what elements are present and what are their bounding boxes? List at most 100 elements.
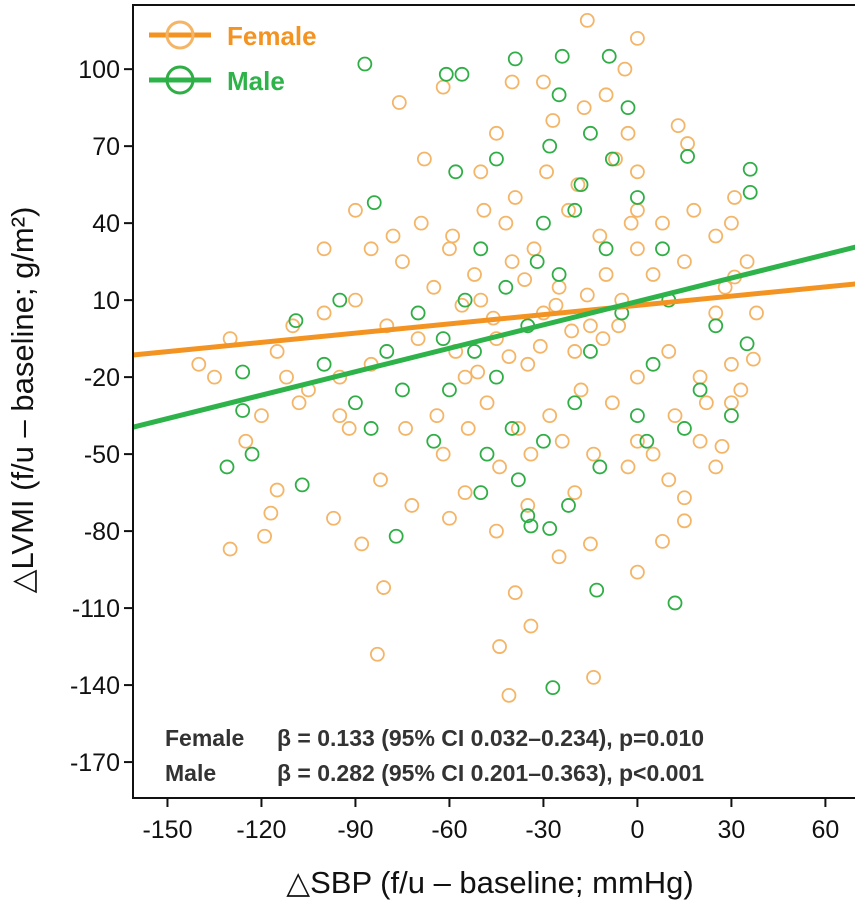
point-male — [630, 408, 645, 424]
point-male — [235, 364, 251, 380]
point-female — [369, 646, 385, 662]
point-female — [570, 177, 586, 193]
point-female — [686, 202, 702, 218]
x-axis-title: △SBP (f/u – baseline; mmHg) — [286, 865, 693, 900]
point-male — [426, 433, 442, 449]
point-female — [536, 74, 551, 90]
legend-marker-male — [165, 65, 195, 95]
point-female — [404, 498, 420, 513]
point-female — [316, 241, 332, 257]
point-male — [592, 459, 608, 475]
fit-line-female — [132, 281, 855, 358]
point-male — [551, 87, 567, 103]
point-male — [219, 459, 235, 475]
plot-frame — [132, 4, 855, 799]
point-female — [517, 272, 533, 287]
point-female — [586, 669, 601, 685]
point-male — [435, 331, 451, 347]
point-female — [416, 151, 432, 167]
y-tick-label: -20 — [84, 364, 120, 392]
point-male — [542, 138, 558, 154]
point-female — [551, 279, 567, 295]
point-female — [554, 433, 570, 449]
point-female — [714, 439, 730, 454]
point-female — [470, 364, 486, 380]
point-male — [288, 313, 304, 329]
point-female — [630, 433, 645, 449]
point-female — [579, 287, 595, 303]
point-female — [630, 202, 645, 218]
point-female — [573, 382, 589, 398]
point-female — [692, 369, 708, 385]
point-female — [680, 136, 695, 151]
point-male — [567, 202, 583, 218]
point-male — [529, 254, 545, 270]
point-male — [583, 344, 598, 359]
point-male — [294, 477, 310, 493]
point-male — [554, 48, 570, 64]
point-female — [257, 528, 272, 544]
x-tick-label: -30 — [525, 816, 561, 844]
point-female — [489, 125, 504, 141]
stats-annotation: Female β = 0.133 (95% CI 0.032–0.234), p… — [165, 725, 704, 786]
point-female — [238, 433, 254, 449]
point-male — [589, 582, 605, 598]
point-male — [542, 521, 558, 536]
point-female — [630, 369, 645, 385]
legend-marker-female — [165, 20, 195, 50]
legend-label-female: Female — [227, 21, 317, 51]
point-female — [583, 536, 598, 552]
point-male — [630, 190, 645, 205]
point-male — [655, 241, 670, 257]
point-male — [567, 395, 583, 411]
point-male — [742, 161, 758, 177]
point-female — [354, 536, 370, 552]
fit-lines-layer — [132, 244, 855, 430]
point-female — [498, 215, 514, 231]
point-female — [623, 215, 639, 231]
point-female — [545, 113, 561, 128]
point-male — [507, 51, 523, 67]
point-female — [520, 356, 536, 372]
point-female — [620, 459, 636, 475]
point-female — [749, 305, 764, 321]
y-axis: 100 70 40 10 -20 -50 -80 -110 -140 -170 — [70, 56, 133, 777]
stat-text-male: β = 0.282 (95% CI 0.201–0.363), p<0.001 — [277, 760, 704, 786]
y-axis-title: △LVMI (f/u – baseline; g/m²) — [5, 207, 40, 594]
point-female — [507, 190, 523, 205]
point-male — [244, 446, 260, 462]
point-male — [561, 498, 576, 513]
point-female — [630, 564, 645, 580]
point-female — [429, 408, 445, 424]
point-female — [476, 202, 492, 218]
point-female — [655, 215, 670, 231]
point-female — [564, 323, 580, 339]
point-female — [661, 472, 677, 488]
point-female — [739, 254, 755, 270]
point-female — [677, 513, 692, 529]
stat-label-male: Male — [165, 760, 216, 786]
point-female — [630, 164, 645, 180]
point-male — [510, 472, 526, 488]
point-male — [363, 421, 379, 436]
point-male — [388, 528, 404, 544]
point-male — [667, 595, 683, 611]
point-female — [708, 459, 724, 475]
point-female — [254, 408, 269, 424]
point-female — [579, 12, 595, 28]
point-male — [366, 195, 382, 211]
point-female — [708, 228, 724, 244]
point-male — [739, 336, 755, 352]
point-female — [341, 421, 357, 436]
point-female — [567, 485, 583, 501]
point-female — [460, 421, 476, 436]
point-female — [598, 267, 614, 282]
point-female — [586, 446, 601, 462]
point-male — [473, 485, 489, 501]
point-female — [608, 151, 623, 167]
point-male — [395, 382, 410, 398]
stat-text-female: β = 0.133 (95% CI 0.032–0.234), p=0.010 — [277, 725, 704, 751]
point-female — [592, 228, 608, 244]
legend-label-male: Male — [227, 66, 285, 96]
point-female — [191, 356, 207, 372]
